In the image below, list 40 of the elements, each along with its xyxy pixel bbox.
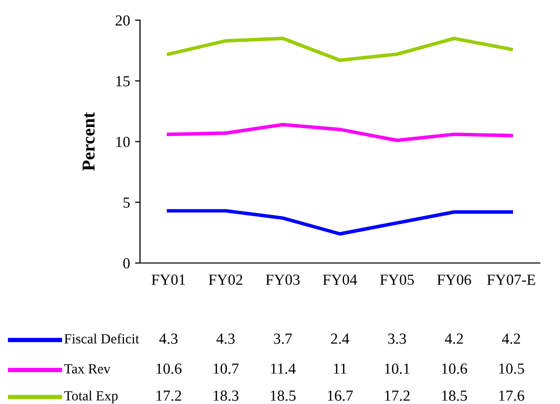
data-label: 4.2 [502,334,520,344]
x-tick-label: FY05 [380,274,414,285]
data-label: 17.2 [156,390,182,401]
x-tick-label: FY06 [437,274,472,285]
data-label: 17.2 [385,390,410,401]
y-tick-label: 10 [116,136,130,148]
x-tick-label: FY01 [152,274,186,285]
x-tick-label: FY07-E [487,274,536,285]
y-tick-label: 5 [124,198,130,208]
data-label: 10.7 [214,364,239,374]
data-label: 4.2 [444,334,463,344]
data-label: 18.5 [270,390,296,401]
line-series [166,209,514,236]
data-label: 3.3 [388,334,406,344]
data-label: 4.3 [159,334,178,344]
y-tick-label: 0 [123,258,130,268]
data-label: 18.5 [442,390,467,401]
data-label: 10.1 [385,364,410,374]
x-tick-label: FY02 [208,274,242,285]
data-label: 3.7 [274,334,292,344]
data-label: 11 [334,364,346,374]
y-tick-label: 20 [116,15,130,26]
data-label: 11.4 [271,364,296,374]
x-tick-label: FY04 [322,274,358,285]
data-label: 17.6 [499,390,524,401]
line-series [166,122,514,142]
line-series [166,36,514,62]
x-tick-label: FY03 [266,274,300,285]
legend-label: Tax Rev [64,364,110,374]
data-label: 4.3 [216,334,235,344]
data-label: 10.6 [442,364,468,374]
data-label: 2.4 [331,334,350,344]
legend-label: Total Exp [64,390,118,404]
data-label: 16.7 [328,390,353,401]
data-label: 10.6 [156,364,182,374]
y-tick-label: 15 [116,76,130,86]
y-axis-title: Percent [82,112,95,171]
data-label: 10.5 [499,364,524,374]
legend-label: Fiscal Deficit [64,334,140,344]
data-label: 18.3 [214,390,238,401]
